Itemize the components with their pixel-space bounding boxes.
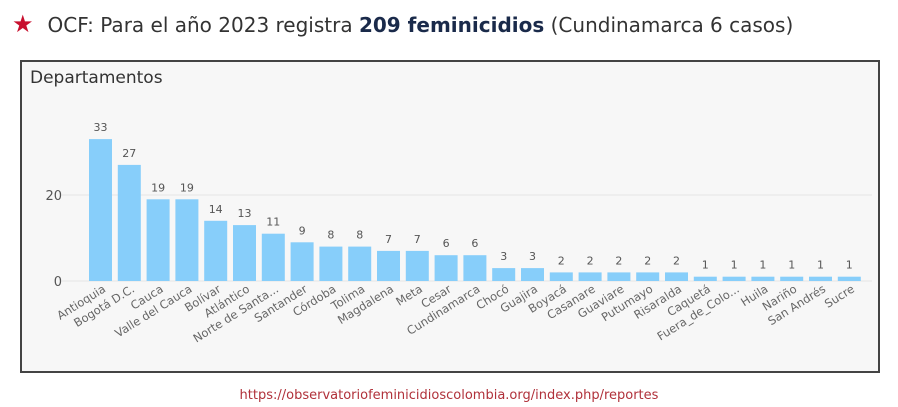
data-label: 2 bbox=[644, 254, 651, 267]
bar[interactable] bbox=[233, 225, 256, 281]
x-tick-label: Sucre bbox=[822, 282, 857, 311]
source-link[interactable]: https://observatoriofeminicidioscolombia… bbox=[239, 388, 659, 403]
bar[interactable] bbox=[751, 276, 775, 281]
bar[interactable] bbox=[607, 272, 631, 281]
bar[interactable] bbox=[117, 164, 141, 281]
data-label: 3 bbox=[500, 250, 507, 263]
headline-suffix: (Cundinamarca 6 casos) bbox=[544, 13, 794, 37]
bar[interactable] bbox=[146, 199, 170, 281]
data-label: 1 bbox=[702, 259, 709, 272]
data-label: 2 bbox=[587, 254, 594, 267]
bar[interactable] bbox=[463, 255, 487, 281]
chart-panel: Departamentos 0 20 33 Antioquia 27 Bogotá D.C… bbox=[20, 60, 880, 373]
bar[interactable] bbox=[722, 276, 746, 281]
data-label: 1 bbox=[817, 259, 824, 272]
bar[interactable] bbox=[290, 242, 314, 281]
y-tick-label: 0 bbox=[54, 275, 62, 290]
bar[interactable] bbox=[377, 250, 400, 281]
data-label: 2 bbox=[558, 254, 565, 267]
headline-prefix: OCF: Para el año 2023 registra bbox=[47, 13, 359, 37]
bar[interactable] bbox=[693, 276, 717, 281]
data-label: 3 bbox=[529, 250, 536, 263]
chart-title: Departamentos bbox=[30, 68, 163, 88]
star-icon: ★ bbox=[12, 10, 34, 38]
bar[interactable] bbox=[405, 250, 429, 281]
headline-bold: 209 feminicidios bbox=[358, 13, 545, 37]
data-label: 11 bbox=[266, 216, 280, 229]
data-label: 1 bbox=[731, 259, 738, 272]
data-label: 8 bbox=[327, 229, 334, 242]
data-label: 19 bbox=[180, 181, 194, 194]
data-label: 8 bbox=[356, 229, 363, 242]
data-label: 33 bbox=[94, 121, 108, 134]
bar[interactable] bbox=[319, 246, 343, 281]
bar[interactable] bbox=[578, 272, 602, 281]
bar[interactable] bbox=[492, 268, 516, 281]
bar[interactable] bbox=[521, 268, 544, 281]
headline: ★ OCF: Para el año 2023 registra 209 femi… bbox=[12, 10, 793, 38]
data-label: 13 bbox=[238, 207, 252, 220]
bar[interactable] bbox=[348, 246, 372, 281]
data-label: 1 bbox=[759, 259, 766, 272]
bar[interactable] bbox=[665, 272, 688, 281]
data-label: 2 bbox=[673, 254, 680, 267]
data-label: 9 bbox=[299, 224, 306, 237]
data-label: 14 bbox=[209, 203, 223, 216]
x-tick-label: Meta bbox=[393, 282, 425, 309]
bar[interactable] bbox=[549, 272, 573, 281]
data-label: 7 bbox=[414, 233, 421, 246]
data-label: 6 bbox=[471, 237, 478, 250]
data-label: 2 bbox=[615, 254, 622, 267]
bar[interactable] bbox=[89, 139, 112, 281]
data-label: 1 bbox=[846, 259, 853, 272]
bar[interactable] bbox=[204, 220, 228, 281]
bar[interactable] bbox=[837, 276, 861, 281]
bar[interactable] bbox=[175, 199, 199, 281]
data-label: 7 bbox=[385, 233, 392, 246]
bar[interactable] bbox=[636, 272, 660, 281]
data-label: 6 bbox=[443, 237, 450, 250]
bar[interactable] bbox=[780, 276, 804, 281]
bar[interactable] bbox=[261, 233, 285, 281]
bar[interactable] bbox=[434, 255, 458, 281]
data-label: 1 bbox=[788, 259, 795, 272]
bar[interactable] bbox=[809, 276, 832, 281]
data-label: 19 bbox=[151, 181, 165, 194]
data-label: 27 bbox=[122, 147, 136, 160]
y-tick-label: 20 bbox=[45, 189, 62, 204]
